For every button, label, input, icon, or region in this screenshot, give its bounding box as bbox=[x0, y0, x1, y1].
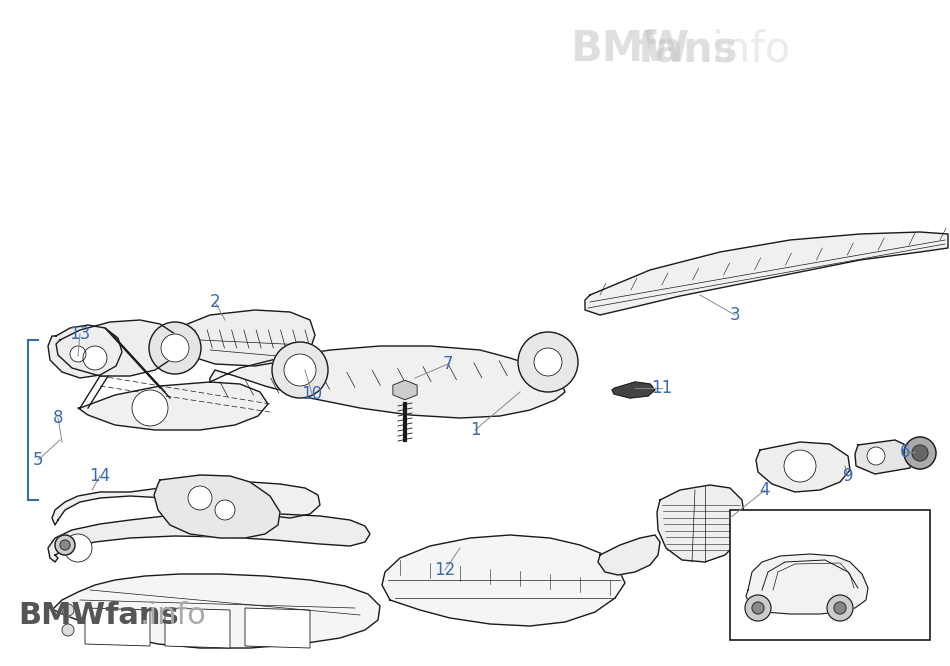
Text: 3: 3 bbox=[730, 306, 740, 324]
Circle shape bbox=[827, 595, 853, 621]
Bar bbox=[730, 510, 930, 640]
Circle shape bbox=[132, 390, 168, 426]
Polygon shape bbox=[855, 440, 912, 474]
Polygon shape bbox=[585, 232, 948, 315]
Circle shape bbox=[215, 500, 235, 520]
Text: BMWfans: BMWfans bbox=[18, 601, 179, 630]
Circle shape bbox=[149, 322, 201, 374]
Text: 9: 9 bbox=[843, 467, 853, 485]
Circle shape bbox=[60, 540, 70, 550]
Polygon shape bbox=[52, 482, 320, 525]
Circle shape bbox=[272, 342, 328, 398]
Polygon shape bbox=[85, 608, 150, 646]
Circle shape bbox=[752, 602, 764, 614]
Polygon shape bbox=[210, 346, 565, 418]
Text: BMW: BMW bbox=[570, 28, 689, 70]
Circle shape bbox=[55, 535, 75, 555]
Polygon shape bbox=[756, 442, 850, 492]
Text: 1: 1 bbox=[469, 421, 481, 439]
Text: .info: .info bbox=[700, 28, 791, 70]
Polygon shape bbox=[393, 380, 417, 400]
Text: 4: 4 bbox=[760, 481, 770, 499]
Circle shape bbox=[64, 534, 92, 562]
Text: 13: 13 bbox=[69, 325, 90, 343]
Polygon shape bbox=[48, 513, 370, 562]
Polygon shape bbox=[78, 382, 268, 430]
Polygon shape bbox=[48, 325, 122, 378]
Circle shape bbox=[62, 604, 74, 616]
Polygon shape bbox=[245, 608, 310, 648]
Polygon shape bbox=[180, 310, 315, 366]
Circle shape bbox=[161, 334, 189, 362]
Polygon shape bbox=[50, 574, 380, 648]
Text: 6: 6 bbox=[900, 443, 910, 461]
Text: 14: 14 bbox=[89, 467, 110, 485]
Polygon shape bbox=[598, 535, 660, 575]
Text: 10: 10 bbox=[301, 385, 323, 403]
Circle shape bbox=[784, 450, 816, 482]
Text: 7: 7 bbox=[443, 355, 453, 373]
Text: fans: fans bbox=[637, 28, 737, 70]
Polygon shape bbox=[612, 382, 655, 398]
Circle shape bbox=[284, 354, 316, 386]
Circle shape bbox=[70, 346, 86, 362]
Polygon shape bbox=[382, 535, 625, 626]
Circle shape bbox=[188, 486, 212, 510]
Circle shape bbox=[904, 437, 936, 469]
Polygon shape bbox=[154, 475, 280, 538]
Text: 12: 12 bbox=[434, 561, 456, 579]
Circle shape bbox=[518, 332, 578, 392]
Polygon shape bbox=[165, 608, 230, 648]
Text: 5: 5 bbox=[32, 451, 44, 469]
Polygon shape bbox=[56, 320, 178, 376]
Text: 11: 11 bbox=[652, 379, 673, 397]
Polygon shape bbox=[746, 554, 868, 614]
Text: 2: 2 bbox=[210, 293, 220, 311]
Circle shape bbox=[83, 346, 107, 370]
Polygon shape bbox=[657, 485, 745, 562]
Text: .info: .info bbox=[140, 601, 207, 630]
Circle shape bbox=[867, 447, 885, 465]
Text: 8: 8 bbox=[53, 409, 64, 427]
Circle shape bbox=[534, 348, 562, 376]
Circle shape bbox=[912, 445, 928, 461]
Circle shape bbox=[745, 595, 771, 621]
Circle shape bbox=[62, 624, 74, 636]
Circle shape bbox=[834, 602, 846, 614]
